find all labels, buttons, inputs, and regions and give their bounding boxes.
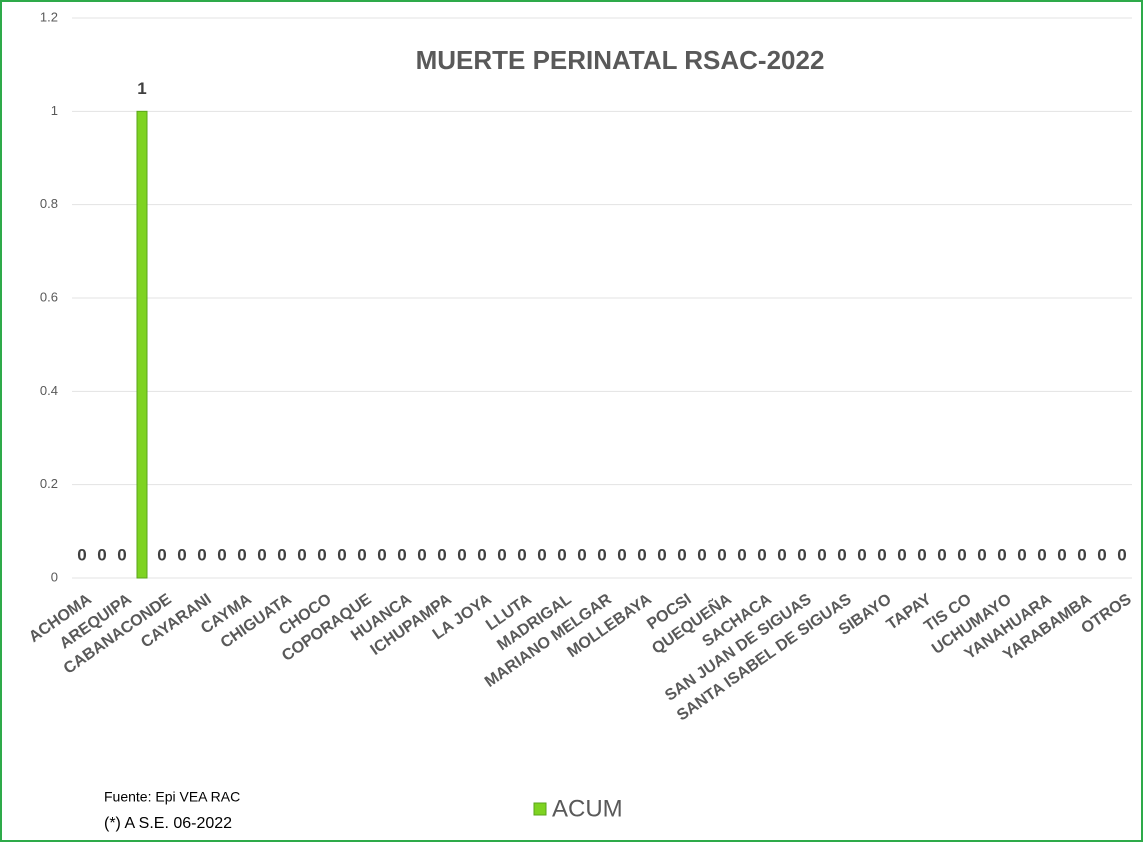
- data-label: 0: [937, 545, 946, 564]
- legend-label: ACUM: [552, 795, 623, 822]
- data-label: 0: [797, 545, 806, 564]
- data-label: 0: [637, 545, 646, 564]
- y-tick-label: 1.2: [40, 9, 58, 24]
- note: (*) A S.E. 06-2022: [104, 815, 232, 832]
- data-label: 0: [357, 545, 366, 564]
- chart-title: MUERTE PERINATAL RSAC-2022: [416, 45, 825, 75]
- data-label: 0: [1057, 545, 1066, 564]
- data-label: 0: [897, 545, 906, 564]
- data-label: 0: [657, 545, 666, 564]
- data-label: 0: [457, 545, 466, 564]
- data-label: 0: [237, 545, 246, 564]
- data-label: 0: [1037, 545, 1046, 564]
- data-label: 0: [257, 545, 266, 564]
- data-label: 0: [377, 545, 386, 564]
- data-label: 0: [1097, 545, 1106, 564]
- data-label: 0: [737, 545, 746, 564]
- data-label: 0: [477, 545, 486, 564]
- data-label: 0: [1077, 545, 1086, 564]
- data-label: 0: [177, 545, 186, 564]
- data-label: 0: [117, 545, 126, 564]
- data-label: 0: [717, 545, 726, 564]
- data-label: 0: [697, 545, 706, 564]
- data-label: 0: [217, 545, 226, 564]
- data-label: 0: [537, 545, 546, 564]
- data-label: 0: [777, 545, 786, 564]
- bar: [136, 110, 148, 579]
- data-label: 0: [837, 545, 846, 564]
- data-label: 0: [1017, 545, 1026, 564]
- data-label: 0: [577, 545, 586, 564]
- data-label: 0: [417, 545, 426, 564]
- data-label: 0: [677, 545, 686, 564]
- data-label: 0: [917, 545, 926, 564]
- data-label: 0: [877, 545, 886, 564]
- data-label: 0: [757, 545, 766, 564]
- y-tick-label: 0.6: [40, 289, 58, 304]
- y-tick-label: 1: [51, 103, 58, 118]
- data-label: 0: [497, 545, 506, 564]
- data-label: 0: [597, 545, 606, 564]
- data-label: 1: [137, 79, 146, 98]
- data-label: 0: [557, 545, 566, 564]
- data-label: 0: [1117, 545, 1126, 564]
- data-label: 0: [817, 545, 826, 564]
- data-label: 0: [517, 545, 526, 564]
- data-label: 0: [157, 545, 166, 564]
- data-label: 0: [857, 545, 866, 564]
- data-label: 0: [617, 545, 626, 564]
- legend-swatch: [533, 802, 547, 816]
- data-label: 0: [197, 545, 206, 564]
- y-tick-label: 0.2: [40, 476, 58, 491]
- data-label: 0: [97, 545, 106, 564]
- data-label: 0: [297, 545, 306, 564]
- data-label: 0: [277, 545, 286, 564]
- y-tick-label: 0: [51, 569, 58, 584]
- data-label: 0: [977, 545, 986, 564]
- data-label: 0: [997, 545, 1006, 564]
- data-label: 0: [337, 545, 346, 564]
- data-label: 0: [397, 545, 406, 564]
- data-label: 0: [77, 545, 86, 564]
- y-tick-label: 0.4: [40, 383, 58, 398]
- data-label: 0: [957, 545, 966, 564]
- data-label: 0: [317, 545, 326, 564]
- y-tick-label: 0.8: [40, 196, 58, 211]
- data-label: 0: [437, 545, 446, 564]
- note: Fuente: Epi VEA RAC: [104, 789, 240, 805]
